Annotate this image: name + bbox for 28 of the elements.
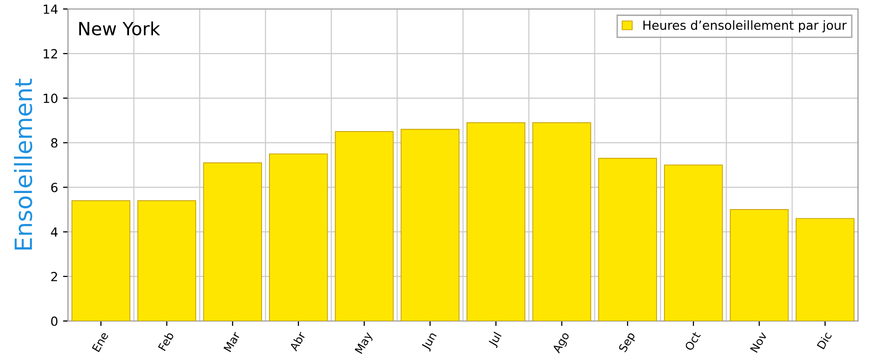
bar	[137, 200, 196, 321]
bar	[269, 153, 328, 321]
y-tick-label: 6	[51, 182, 58, 192]
bar	[400, 128, 460, 321]
legend-label: Heures d’ensoleillement par jour	[643, 20, 847, 32]
x-tick-label: Dic	[816, 331, 832, 350]
bar	[466, 122, 526, 321]
x-tick-label: Oct	[684, 331, 701, 352]
bar	[796, 218, 854, 321]
y-tick-label: 4	[50, 227, 58, 237]
text: New York	[79, 21, 160, 36]
bar	[730, 209, 789, 321]
x-tick-label: Jun	[421, 332, 439, 352]
bar	[532, 122, 592, 321]
x-tick-label: Jul	[488, 332, 504, 348]
y-axis-title: Ensoleillement	[14, 78, 32, 250]
y-tick-label: 0	[51, 316, 58, 326]
bar	[664, 164, 723, 321]
bar	[203, 162, 262, 321]
bar	[334, 131, 394, 321]
y-tick-label: 14	[44, 4, 58, 14]
y-tick-label: 10	[44, 94, 58, 104]
bar	[598, 158, 657, 321]
y-tick-label: 12	[44, 49, 58, 58]
bar	[72, 200, 130, 321]
x-tick-label: Feb	[158, 331, 174, 352]
y-tick-label: 8	[51, 138, 58, 148]
y-tick-label: 2	[51, 272, 58, 282]
